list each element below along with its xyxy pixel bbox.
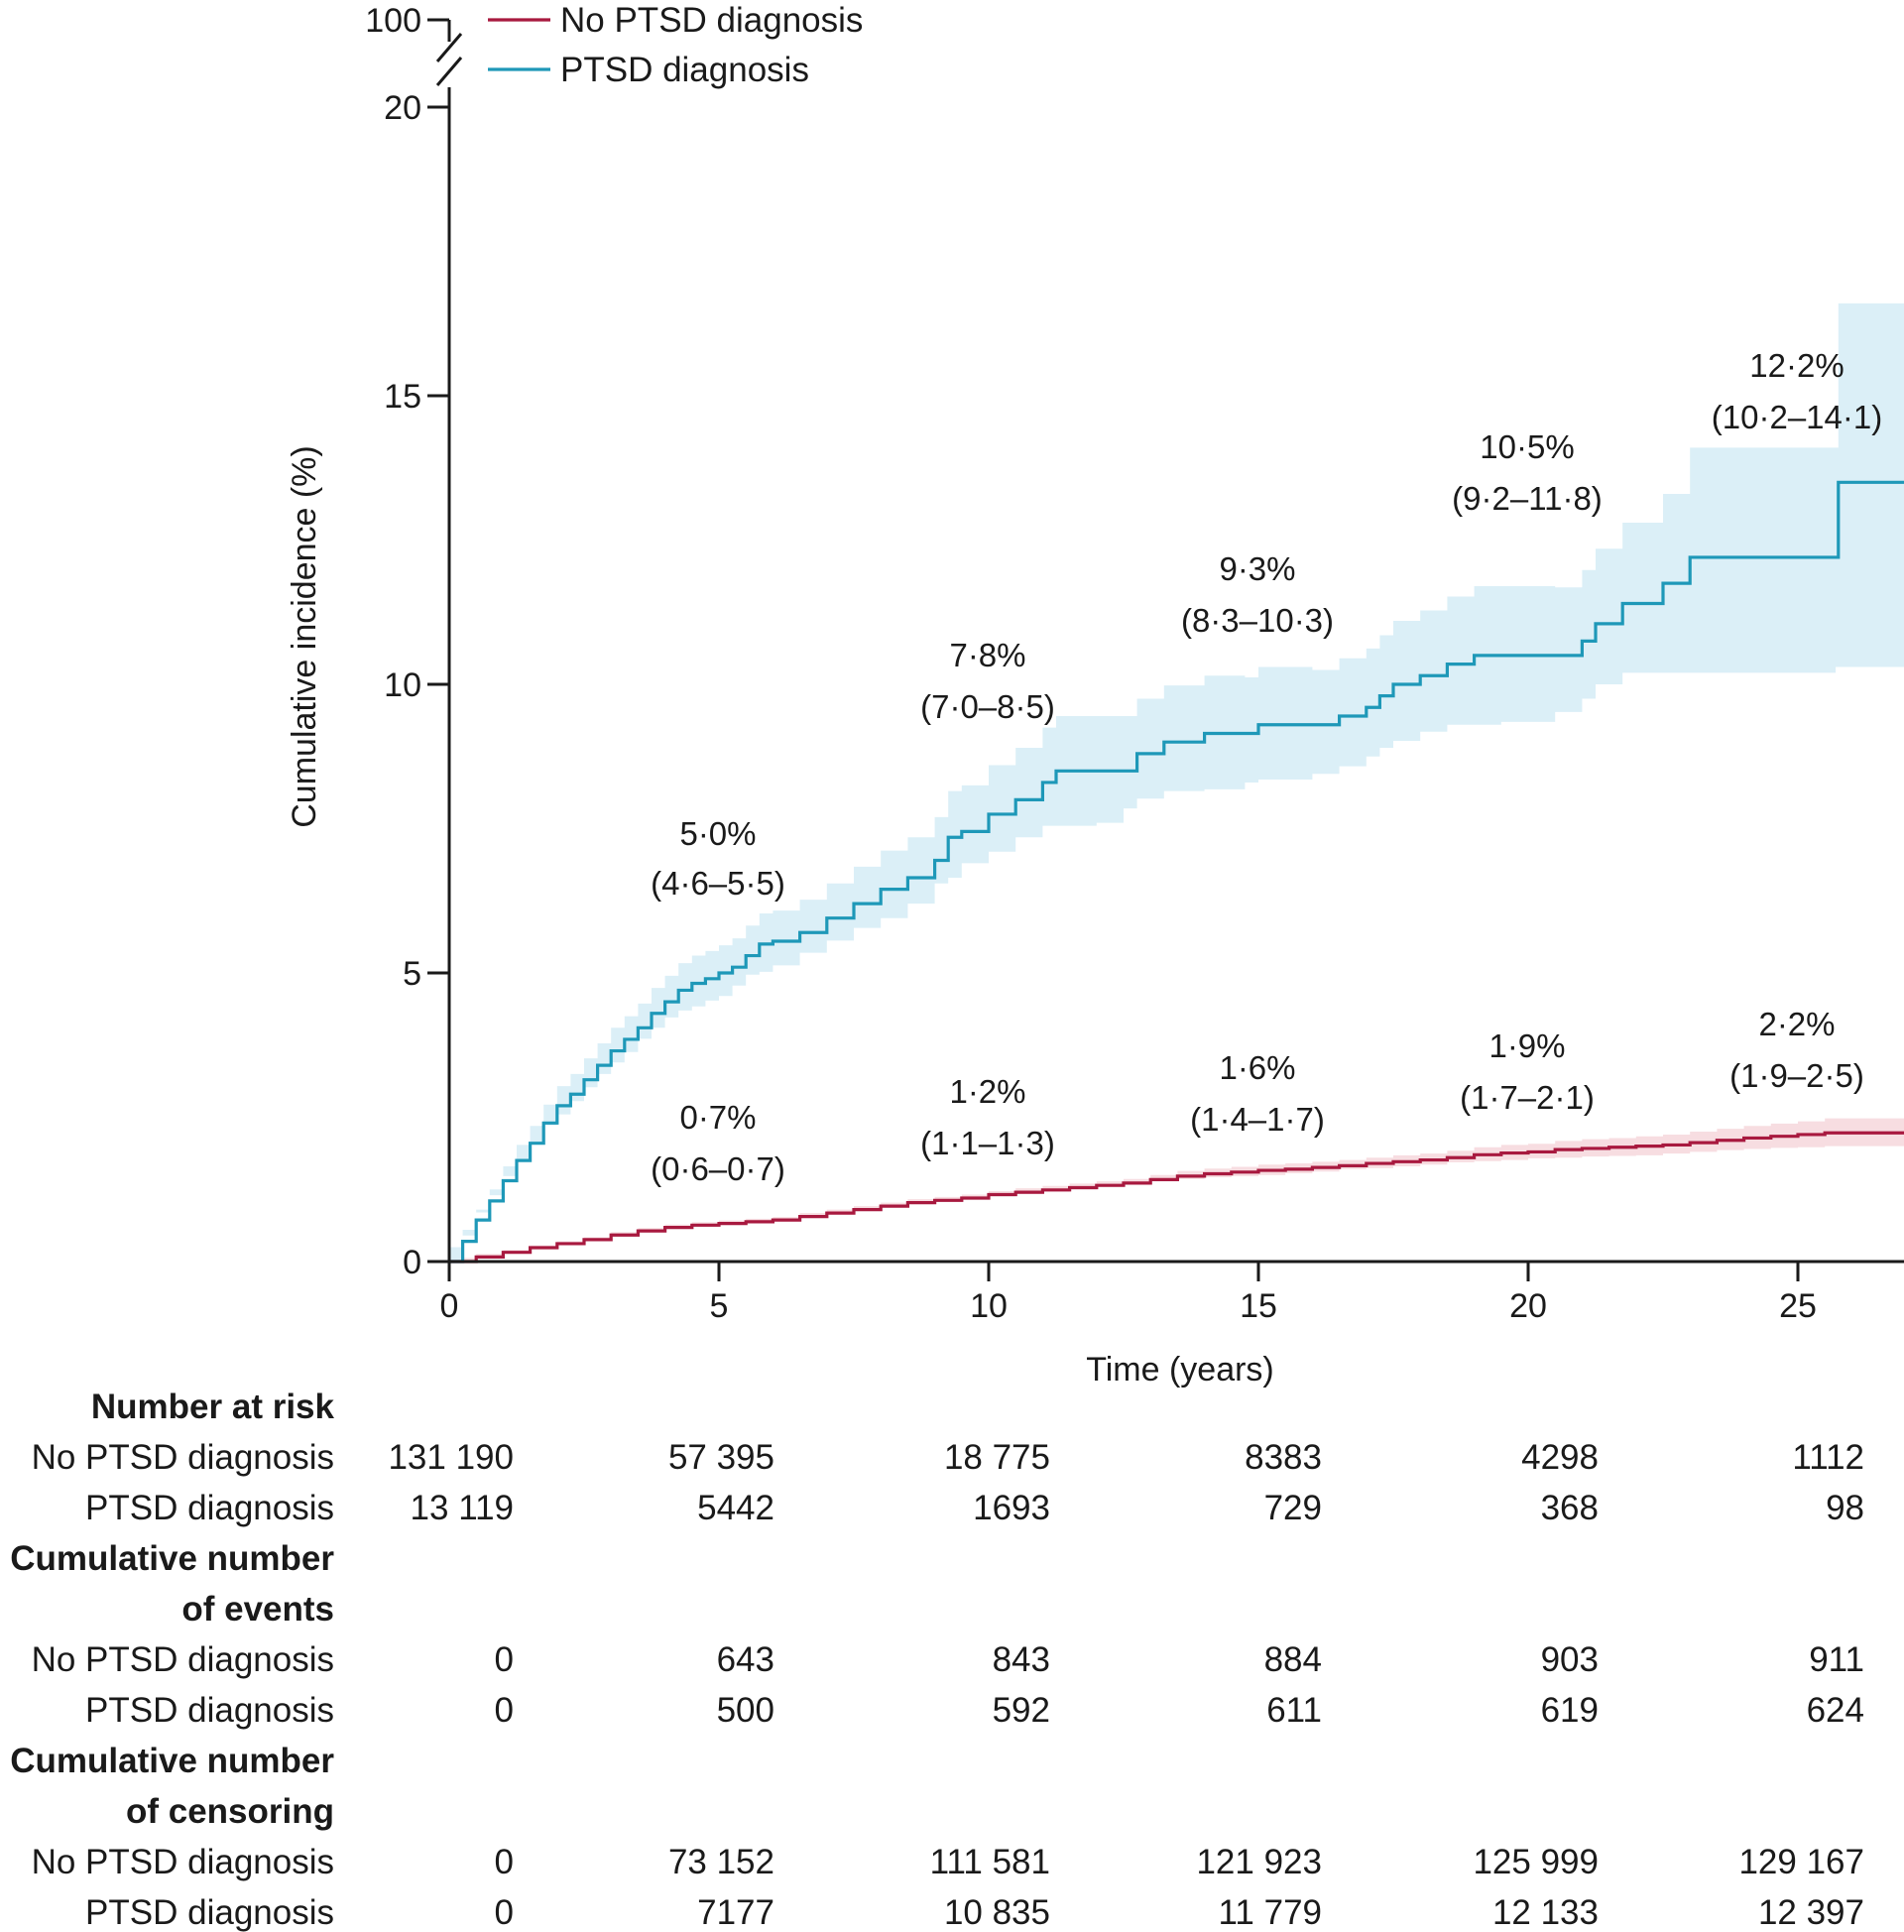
table-cell: 500 [717,1691,774,1730]
table-cell: 8383 [1245,1438,1322,1477]
annotation-ci: (10·2–14·1) [1712,399,1882,435]
table-cell: 12 133 [1492,1893,1599,1932]
table-cell: 11 779 [1219,1893,1322,1932]
annotation-estimate: 10·5% [1480,428,1574,465]
x-tick-label: 5 [710,1287,729,1325]
annotation-estimate: 5·0% [679,815,756,852]
x-tick-label: 0 [440,1287,459,1325]
table-row-label: No PTSD diagnosis [32,1843,334,1881]
table-cell: 57 395 [668,1438,774,1477]
axes: 0 5 10 15 20 100 0 5 10 15 20 25 Time (years) Cumulat… [286,2,1904,1389]
y-tick-label: 10 [384,666,421,704]
annotation-ci: (9·2–11·8) [1452,480,1603,517]
annotation-estimate: 1·6% [1219,1049,1295,1086]
table-cell: 619 [1541,1691,1599,1730]
table-cell: 131 190 [388,1438,514,1477]
table-cell: 843 [993,1640,1050,1679]
annotation-ci: (1·1–1·3) [920,1125,1055,1161]
y-tick-label: 20 [384,89,421,127]
table-row-label: PTSD diagnosis [85,1489,334,1527]
annotation-estimate: 1·2% [949,1073,1025,1110]
table-section-header: of censoring [126,1792,334,1831]
confidence-bands [449,302,1904,1262]
table-cell: 13 119 [411,1489,514,1527]
table-cell: 1693 [973,1489,1050,1527]
table-cell: 0 [495,1843,514,1881]
series-line-ptsd [449,480,1904,1264]
y-tick-label: 15 [384,378,421,416]
table-cell: 121 923 [1196,1843,1322,1881]
table-cell: 0 [495,1691,514,1730]
table-cell: 1112 [1792,1438,1864,1477]
x-axis-title: Time (years) [1086,1351,1274,1389]
x-tick-label: 15 [1240,1287,1277,1325]
table-cell: 18 775 [944,1438,1050,1477]
y-axis-break-mark [435,33,463,62]
table-cell: 884 [1264,1640,1322,1679]
table-cell: 611 [1266,1691,1322,1730]
table-cell: 111 581 [930,1843,1050,1881]
table-cell: 729 [1264,1489,1322,1527]
table-cell: 0 [495,1893,514,1932]
legend-label: PTSD diagnosis [560,51,809,89]
annotations: 0·7% (0·6–0·7) 1·2% (1·1–1·3) 1·6% (1·4–1·7) 1… [651,347,1882,1187]
x-tick-label: 25 [1779,1287,1817,1325]
annotation-ci: (1·9–2·5) [1729,1057,1864,1094]
table-section-header: Number at risk [91,1388,335,1426]
series-lines [449,480,1904,1264]
table-cell: 643 [717,1640,774,1679]
table-cell: 4298 [1521,1438,1599,1477]
x-tick-label: 20 [1509,1287,1547,1325]
table-row-label: No PTSD diagnosis [32,1640,334,1679]
table-row-label: PTSD diagnosis [85,1893,334,1932]
table-section-header: Cumulative number [10,1539,334,1578]
table-cell: 12 397 [1758,1893,1864,1932]
table-cell: 903 [1541,1640,1599,1679]
annotation-ci: (1·4–1·7) [1190,1101,1325,1138]
annotation-estimate: 0·7% [679,1099,756,1136]
y-tick-label: 0 [403,1244,421,1281]
risk-table: Number at risk No PTSD diagnosis 131 190 57… [10,1388,1864,1932]
series-line-no-ptsd [449,1131,1904,1264]
table-section-header: of events [181,1590,334,1629]
table-cell: 7177 [697,1893,774,1932]
table-cell: 592 [993,1691,1050,1730]
table-cell: 73 152 [668,1843,774,1881]
table-cell: 129 167 [1738,1843,1864,1881]
table-cell: 911 [1809,1640,1864,1679]
table-cell: 5442 [697,1489,774,1527]
table-row-label: PTSD diagnosis [85,1691,334,1730]
annotation-estimate: 2·2% [1758,1006,1835,1042]
table-row-label: No PTSD diagnosis [32,1438,334,1477]
annotation-ci: (4·6–5·5) [651,865,785,902]
x-tick-label: 10 [970,1287,1008,1325]
legend-label: No PTSD diagnosis [560,1,863,40]
ci-band-no-ptsd [449,1118,1904,1262]
annotation-estimate: 1·9% [1488,1027,1565,1064]
annotation-ci: (0·6–0·7) [651,1150,785,1187]
table-cell: 98 [1826,1489,1864,1527]
table-cell: 624 [1807,1691,1864,1730]
y-axis-title: Cumulative incidence (%) [286,445,323,828]
y-tick-label: 100 [365,2,421,40]
table-cell: 0 [495,1640,514,1679]
y-tick-label: 5 [403,955,421,993]
table-cell: 10 835 [944,1893,1050,1932]
annotation-estimate: 12·2% [1749,347,1844,384]
annotation-ci: (7·0–8·5) [920,688,1055,725]
y-axis-break-mark [435,57,463,86]
table-cell: 125 999 [1473,1843,1599,1881]
annotation-ci: (1·7–2·1) [1460,1079,1595,1116]
annotation-estimate: 7·8% [949,637,1025,673]
table-section-header: Cumulative number [10,1742,334,1780]
legend: No PTSD diagnosis PTSD diagnosis [488,1,863,89]
annotation-ci: (8·3–10·3) [1181,602,1334,639]
ci-band-ptsd [449,302,1904,1262]
annotation-estimate: 9·3% [1219,550,1295,587]
table-cell: 368 [1541,1489,1599,1527]
